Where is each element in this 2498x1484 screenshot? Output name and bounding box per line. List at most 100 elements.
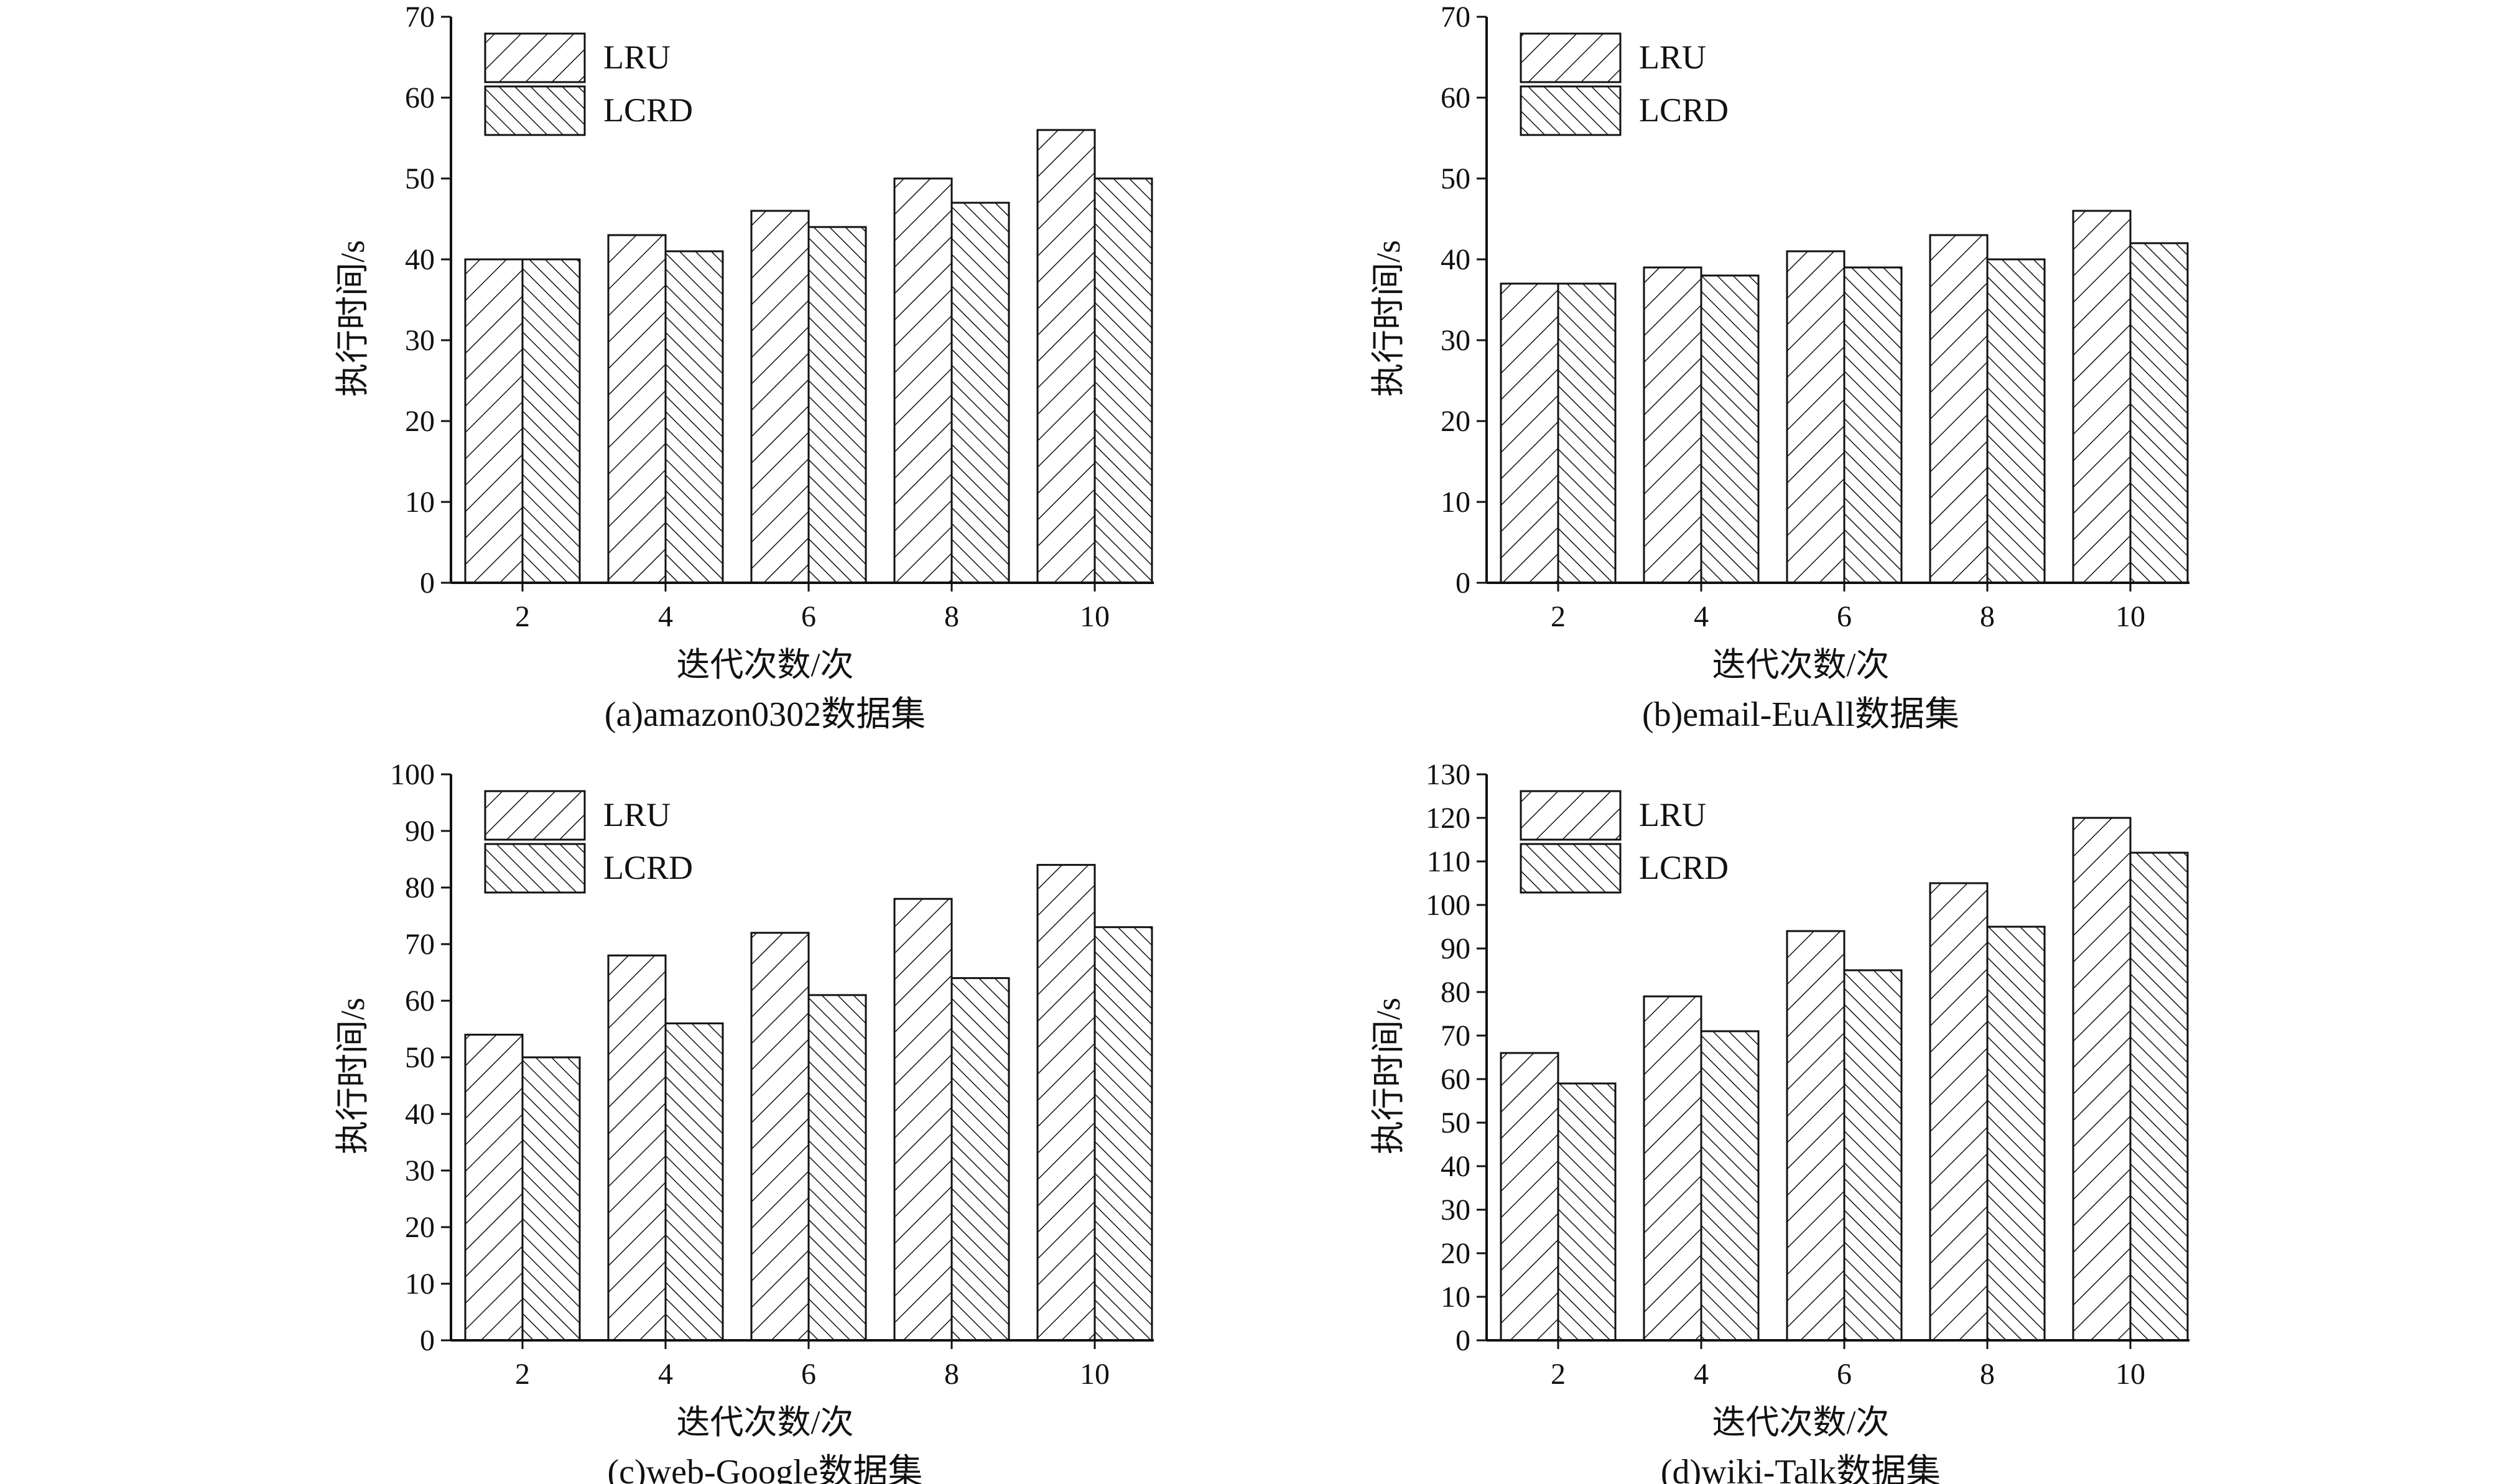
bar-lcrd-8 <box>950 202 1010 584</box>
x-tick-label: 10 <box>2115 600 2145 633</box>
y-tick-label: 60 <box>405 81 435 114</box>
x-tick-label: 2 <box>515 600 530 633</box>
y-tick-label: 40 <box>405 1098 435 1131</box>
x-tick-label: 4 <box>658 600 673 633</box>
y-tick-label: 110 <box>1427 845 1470 878</box>
panel-caption: (c)web-Google数据集 <box>608 1453 923 1484</box>
y-tick-label: 40 <box>1441 243 1470 276</box>
bar-lru-8 <box>893 897 953 1342</box>
bar-lcrd-10 <box>1093 926 1153 1342</box>
legend-label-lcrd: LCRD <box>1639 849 1729 886</box>
y-tick-label: 130 <box>1426 758 1470 791</box>
legend: LRU LCRD <box>484 32 693 136</box>
x-axis-label: 迭代次数/次 <box>1712 1404 1889 1441</box>
bar-lcrd-10 <box>2129 242 2189 584</box>
y-tick-label: 30 <box>405 324 435 357</box>
y-tick-label: 50 <box>1441 1106 1470 1139</box>
x-tick-label: 2 <box>1551 1358 1566 1391</box>
bar-lcrd-8 <box>1986 258 2046 584</box>
y-tick-label: 30 <box>1441 324 1470 357</box>
bar-lru-2 <box>1500 1052 1559 1342</box>
y-axis-label: 执行时间/s <box>334 998 371 1154</box>
bar-lru-8 <box>1929 882 1989 1342</box>
legend-swatch-lru <box>1520 790 1622 841</box>
y-tick-label: 10 <box>405 1268 435 1301</box>
y-tick-label: 120 <box>1426 802 1470 835</box>
bar-lru-10 <box>2072 210 2132 584</box>
legend-label-lcrd: LCRD <box>603 91 693 129</box>
y-tick-label: 20 <box>1441 405 1470 438</box>
bar-lcrd-6 <box>807 226 867 584</box>
x-tick-label: 10 <box>1080 1358 1110 1391</box>
bar-lcrd-2 <box>1557 282 1617 584</box>
bar-lcrd-4 <box>664 1022 724 1342</box>
bar-lcrd-2 <box>1557 1082 1617 1342</box>
y-tick-label: 0 <box>420 1324 435 1357</box>
y-tick-label: 60 <box>1441 1063 1470 1096</box>
y-tick-label: 20 <box>405 405 435 438</box>
x-tick-label: 2 <box>1551 600 1566 633</box>
panel-caption: (b)email-EuAll数据集 <box>1642 695 1959 734</box>
x-tick-label: 2 <box>515 1358 530 1391</box>
y-axis-label: 执行时间/s <box>1370 240 1407 397</box>
legend-swatch-lcrd <box>1520 843 1622 894</box>
bar-lru-4 <box>607 234 667 584</box>
panel-caption: (a)amazon0302数据集 <box>605 695 926 734</box>
chart-panel-3: 2 4 6 8 100102030405060708090100执行时间/s迭代次数/次… <box>334 758 1154 1484</box>
y-tick-label: 40 <box>1441 1150 1470 1183</box>
x-axis-label: 迭代次数/次 <box>1712 646 1889 684</box>
x-tick-label: 6 <box>801 600 816 633</box>
panel-caption: (d)wiki-Talk数据集 <box>1661 1453 1941 1484</box>
legend-swatch-lru <box>484 790 586 841</box>
y-tick-label: 80 <box>1441 976 1470 1009</box>
x-tick-label: 10 <box>1080 600 1110 633</box>
y-tick-label: 40 <box>405 243 435 276</box>
bar-lcrd-6 <box>1843 266 1903 584</box>
bar-lru-6 <box>750 932 810 1342</box>
y-tick-label: 70 <box>1441 1019 1470 1052</box>
bar-lru-2 <box>464 1034 524 1342</box>
legend: LRU LCRD <box>1520 790 1729 894</box>
bar-lru-4 <box>1643 995 1702 1342</box>
bar-lcrd-6 <box>1843 969 1903 1342</box>
y-tick-label: 10 <box>1441 1281 1470 1314</box>
x-axis-label: 迭代次数/次 <box>676 1404 853 1441</box>
x-axis-label: 迭代次数/次 <box>676 646 853 684</box>
bar-lcrd-2 <box>521 258 581 584</box>
legend-label-lcrd: LCRD <box>1639 91 1729 129</box>
y-tick-label: 100 <box>390 758 435 791</box>
legend-swatch-lcrd <box>1520 85 1622 136</box>
x-tick-label: 8 <box>944 600 959 633</box>
chart-panel-1: 2 4 6 8 10 0 10 20 30 40 50 60 70 执行时间/s 迭代次数/次 (a)amaz… <box>334 1 1154 734</box>
y-tick-label: 60 <box>405 985 435 1018</box>
legend-swatch-lru <box>1520 32 1622 83</box>
legend-swatch-lcrd <box>484 843 586 894</box>
y-tick-label: 70 <box>405 1 435 34</box>
bar-lru-8 <box>893 177 953 584</box>
y-axis-label: 执行时间/s <box>1370 998 1407 1154</box>
y-tick-label: 10 <box>405 486 435 519</box>
chart-panel-2: 2 4 6 8 10 0 10 20 30 40 50 60 70 执行时间/s 迭代次数/次 (b)emai… <box>1370 1 2189 734</box>
y-tick-label: 0 <box>1456 567 1470 600</box>
bar-lru-6 <box>1786 930 1846 1342</box>
bar-lru-2 <box>464 258 524 584</box>
y-tick-label: 50 <box>405 162 435 195</box>
x-tick-label: 4 <box>1694 1358 1709 1391</box>
x-tick-label: 6 <box>1837 1358 1852 1391</box>
y-tick-label: 90 <box>1441 932 1470 965</box>
y-axis-label: 执行时间/s <box>334 240 371 397</box>
bar-lru-6 <box>750 210 810 584</box>
x-tick-label: 4 <box>1694 600 1709 633</box>
bar-lru-10 <box>1036 864 1096 1342</box>
y-tick-label: 50 <box>405 1041 435 1074</box>
chart-panel-4: 2 4 6 8 100102030405060708090100110120130执行时… <box>1370 758 2189 1484</box>
x-tick-label: 6 <box>801 1358 816 1391</box>
bar-lru-10 <box>2072 817 2132 1342</box>
bar-lcrd-4 <box>1700 1030 1760 1342</box>
legend-label-lcrd: LCRD <box>603 849 693 886</box>
x-tick-label: 8 <box>1980 1358 1995 1391</box>
y-tick-label: 20 <box>1441 1237 1470 1270</box>
y-tick-label: 50 <box>1441 162 1470 195</box>
x-tick-label: 8 <box>944 1358 959 1391</box>
